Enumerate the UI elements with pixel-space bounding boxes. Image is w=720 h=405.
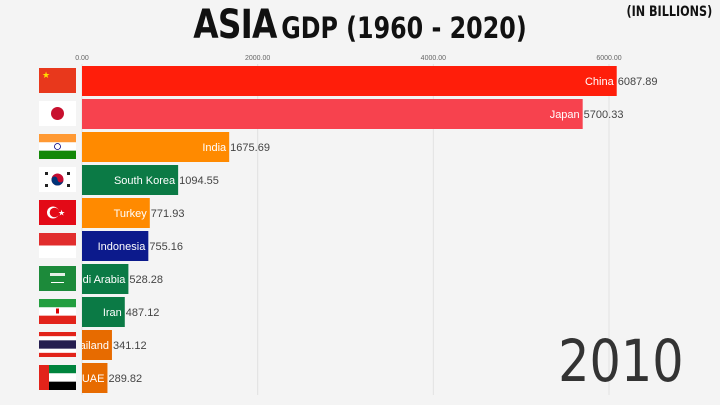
flag-kr-icon <box>39 167 76 192</box>
bar <box>82 198 150 228</box>
flag-tr-icon: ★ <box>39 200 76 225</box>
bar-category-label: Iran <box>103 307 122 319</box>
bar-value-label: 5700.33 <box>584 109 624 121</box>
bar-category-label: Indonesia <box>98 241 147 253</box>
title-main: ASIA <box>193 2 277 48</box>
bar-row: Saudi Arabia 528.28 <box>39 264 163 294</box>
bar <box>82 165 179 195</box>
bar-value-label: 771.93 <box>151 208 185 220</box>
flag-th-icon <box>39 332 76 357</box>
svg-text:★: ★ <box>58 209 65 218</box>
page-title: ASIA GDP (1960 - 2020) <box>65 2 655 48</box>
bar-value-label: 6087.89 <box>618 76 658 88</box>
year-label: 2010 <box>558 327 684 395</box>
flag-id-icon <box>39 233 76 258</box>
bar-value-label: 341.12 <box>113 340 147 352</box>
bar-row: China 6087.89 ★ <box>39 66 657 96</box>
bar-value-label: 289.82 <box>108 373 142 385</box>
bar-value-label: 1675.69 <box>230 142 270 154</box>
bar-row: Turkey 771.93 ★ <box>39 198 184 228</box>
bar-row: UAE 289.82 <box>39 363 142 393</box>
bar <box>82 264 129 294</box>
x-tick-label: 2000.00 <box>245 55 270 62</box>
flag-ae-icon <box>39 365 76 390</box>
bar-row: Indonesia 755.16 <box>39 231 183 261</box>
flag-jp-icon <box>39 101 76 126</box>
x-tick-label: 6000.00 <box>596 55 621 62</box>
bar-category-label: China <box>585 76 615 88</box>
title-rest: GDP (1960 - 2020) <box>281 11 527 45</box>
bar-category-label: Saudi Arabia <box>63 274 126 286</box>
bar-row: Iran 487.12 <box>39 297 159 327</box>
bar <box>82 363 108 393</box>
bar <box>82 231 149 261</box>
svg-text:★: ★ <box>42 70 50 80</box>
bar-value-label: 487.12 <box>126 307 160 319</box>
bar-row: India 1675.69 <box>39 132 270 162</box>
x-tick-label: 4000.00 <box>421 55 446 62</box>
x-tick-label: 0.00 <box>75 55 89 62</box>
bar-category-label: India <box>202 142 227 154</box>
bar <box>82 330 112 360</box>
bar-row: South Korea 1094.55 <box>39 165 219 195</box>
bar-value-label: 755.16 <box>149 241 183 253</box>
bar-row: Japan 5700.33 <box>39 99 623 129</box>
bar-value-label: 528.28 <box>129 274 163 286</box>
bar-category-label: South Korea <box>114 175 176 187</box>
bar-category-label: Turkey <box>114 208 148 220</box>
flag-cn-icon: ★ <box>39 68 76 93</box>
bar-row: Thailand 341.12 <box>39 330 147 360</box>
bar <box>82 132 230 162</box>
flag-ir-icon <box>39 299 76 324</box>
bar-category-label: UAE <box>82 373 105 385</box>
bar <box>82 99 583 129</box>
bar <box>82 66 617 96</box>
flag-in-icon <box>39 134 76 159</box>
bar <box>82 297 125 327</box>
flag-sa-icon <box>39 266 76 291</box>
bar-category-label: Japan <box>550 109 580 121</box>
units-label: (IN BILLIONS) <box>626 4 712 20</box>
bar-category-label: Thailand <box>67 340 109 352</box>
bar-value-label: 1094.55 <box>179 175 219 187</box>
